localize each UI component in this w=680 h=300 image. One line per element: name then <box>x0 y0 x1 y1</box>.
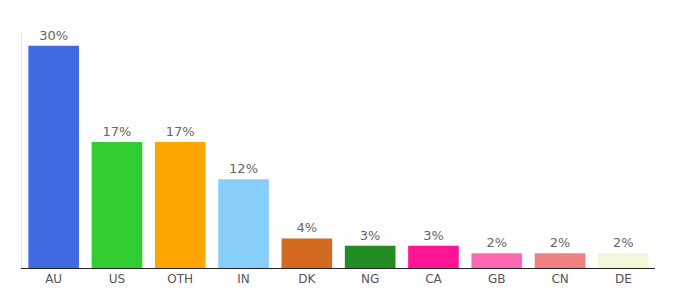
svg-text:12%: 12% <box>229 161 258 176</box>
svg-text:4%: 4% <box>297 220 318 235</box>
svg-text:GB: GB <box>488 272 506 286</box>
svg-text:CA: CA <box>425 272 442 286</box>
svg-text:30%: 30% <box>39 28 68 43</box>
svg-text:DK: DK <box>298 272 316 286</box>
svg-text:17%: 17% <box>166 124 195 139</box>
svg-text:17%: 17% <box>102 124 131 139</box>
svg-text:3%: 3% <box>423 228 444 243</box>
svg-text:3%: 3% <box>360 228 381 243</box>
svg-text:2%: 2% <box>550 235 571 250</box>
svg-text:AU: AU <box>45 272 62 286</box>
svg-text:CN: CN <box>551 272 568 286</box>
svg-text:OTH: OTH <box>167 272 193 286</box>
svg-text:2%: 2% <box>486 235 507 250</box>
svg-text:IN: IN <box>237 272 250 286</box>
svg-text:US: US <box>109 272 125 286</box>
svg-text:DE: DE <box>615 272 632 286</box>
svg-text:NG: NG <box>361 272 379 286</box>
svg-text:2%: 2% <box>613 235 634 250</box>
